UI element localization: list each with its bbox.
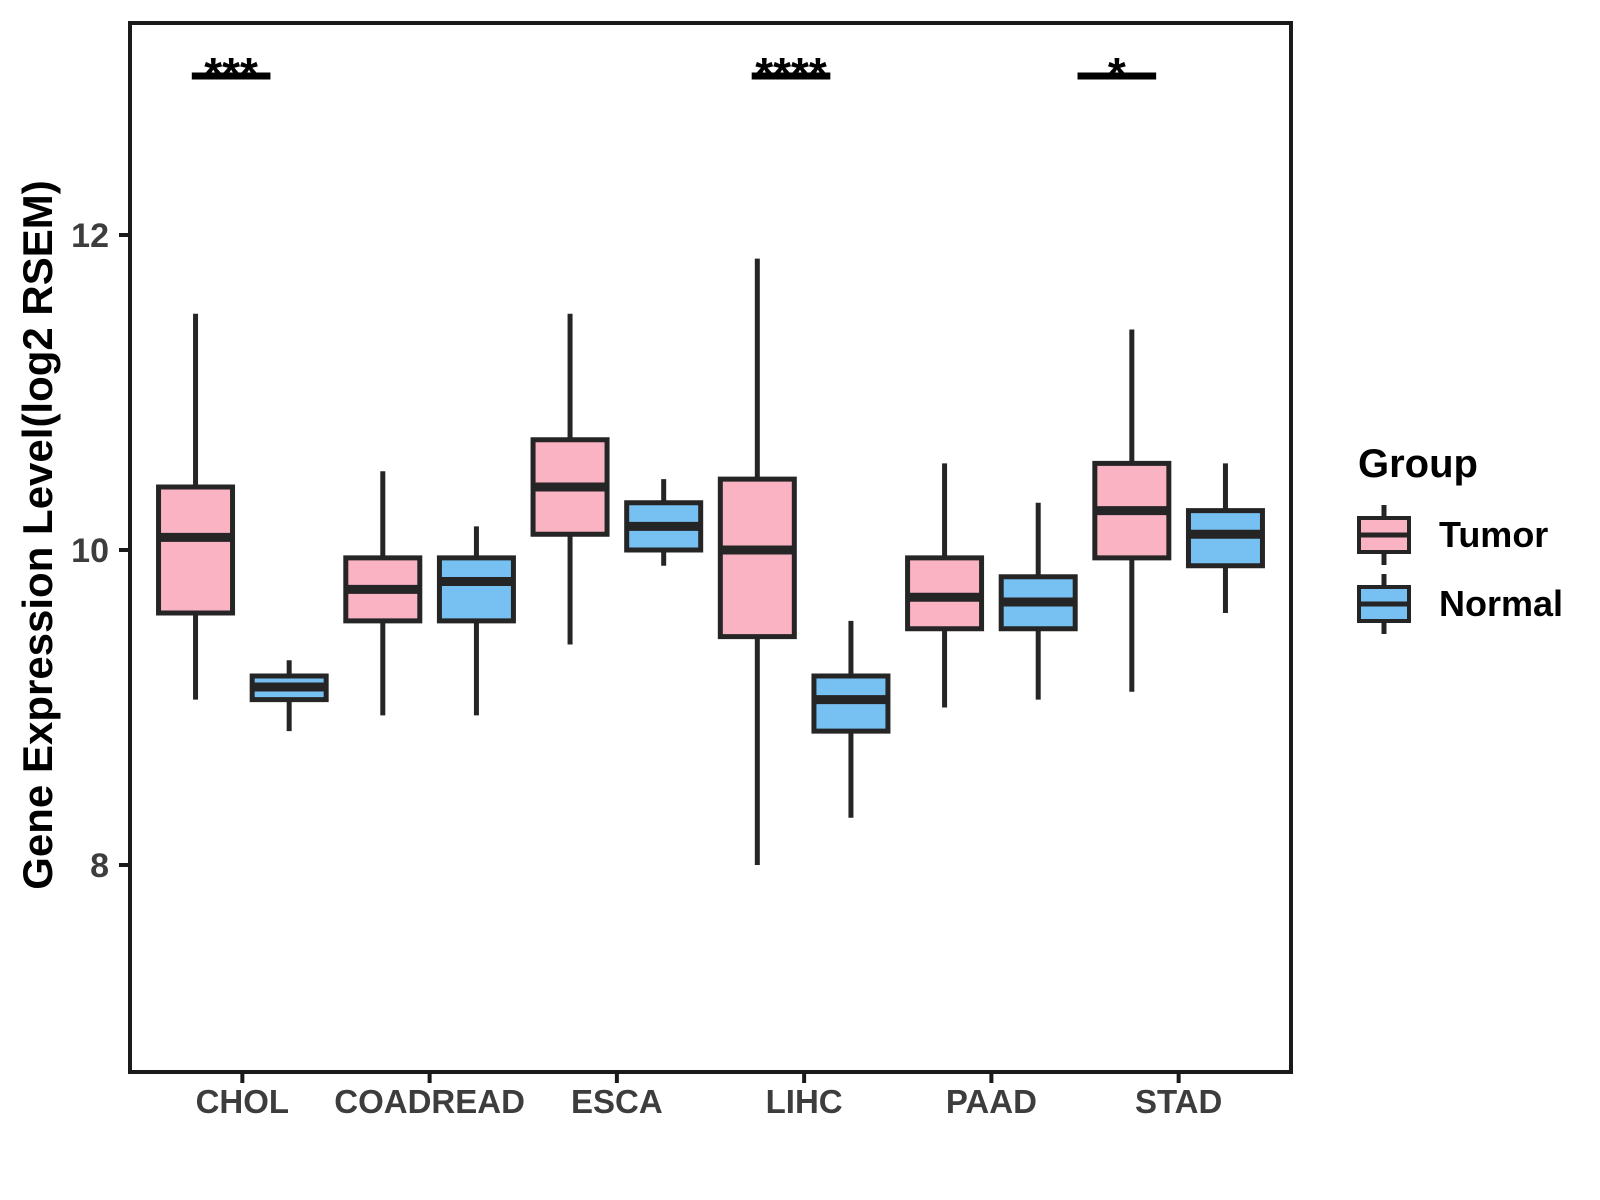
legend-entry-tumor: Tumor [1356, 505, 1563, 565]
legend-title: Group [1358, 442, 1478, 486]
box-coadread-normal [436, 555, 516, 624]
legend-label-tumor: Tumor [1439, 514, 1549, 555]
x-tick-label-chol: CHOL [196, 1083, 290, 1120]
legend-entries: Tumor Normal [1356, 505, 1563, 634]
sig-stars-stad: * [1108, 48, 1126, 100]
legend: Group Tumor Normal [1356, 442, 1563, 634]
sig-stars-lihc: **** [755, 48, 827, 100]
x-tick-label-paad: PAAD [946, 1083, 1037, 1120]
box-chol-tumor [156, 484, 236, 616]
legend-key-tumor-boxplot-icon [1357, 505, 1411, 565]
legend-entry-normal: Normal [1356, 574, 1563, 634]
x-tick-label-esca: ESCA [571, 1083, 663, 1120]
sig-stars-chol: *** [204, 48, 258, 100]
y-axis-title: Gene Expression Level(log2 RSEM) [14, 180, 61, 890]
box-lihc-tumor [717, 476, 797, 640]
x-tick-label-coadread: COADREAD [334, 1083, 525, 1120]
x-tick-label-stad: STAD [1135, 1083, 1222, 1120]
y-tick-label: 12 [71, 217, 109, 255]
x-tick-label-lihc: LIHC [766, 1083, 843, 1120]
y-tick-label: 8 [90, 847, 109, 885]
legend-key-normal-boxplot-icon [1357, 574, 1411, 634]
plot-panel [128, 21, 1293, 1074]
y-tick-label: 10 [71, 532, 109, 570]
legend-label-normal: Normal [1439, 583, 1564, 624]
